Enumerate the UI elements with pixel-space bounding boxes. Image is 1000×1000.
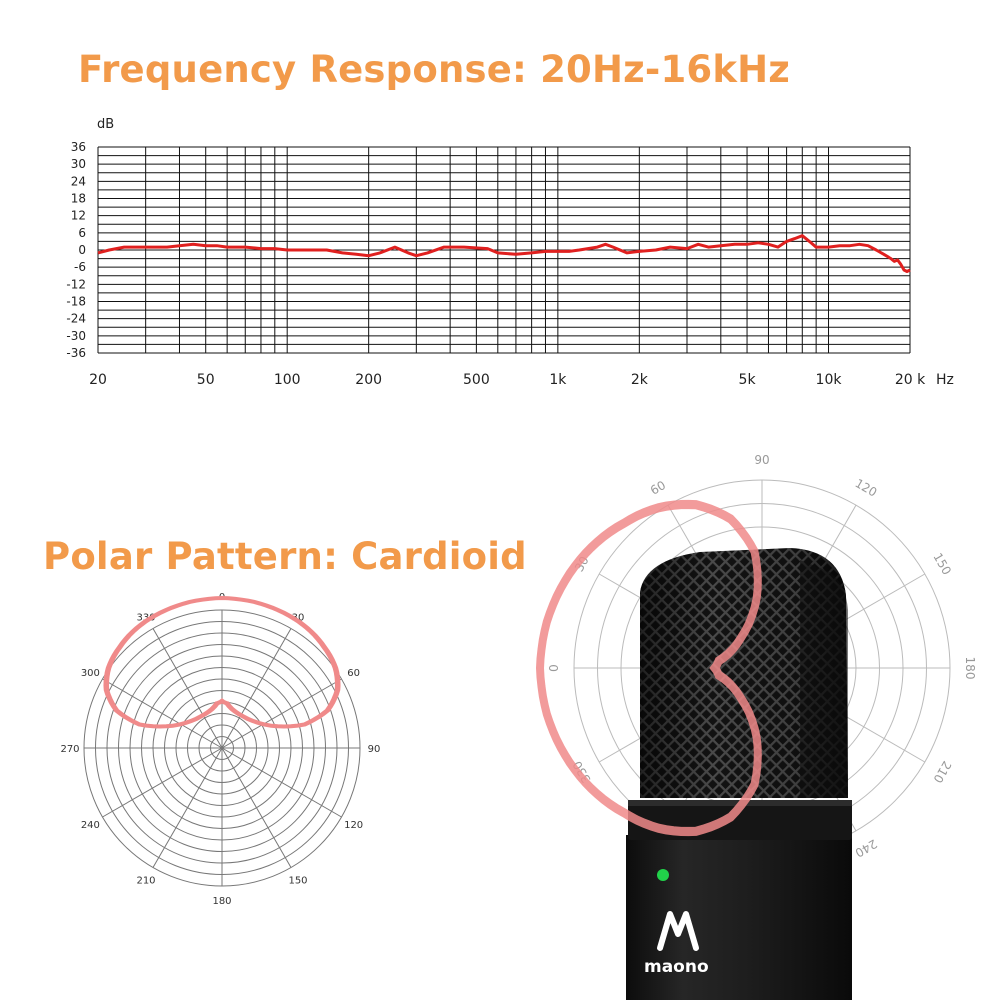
x-tick-label: 100 bbox=[274, 372, 301, 388]
y-tick-label: 0 bbox=[78, 243, 86, 257]
maono-logo: maono bbox=[644, 911, 709, 977]
frequency-response-headline: Frequency Response: 20Hz-16kHz bbox=[78, 48, 791, 91]
large-polar-angle-label: 90 bbox=[754, 453, 769, 467]
frequency-response-chart: dB Hz 36 30 24 18 12 6 0 -6 -12 -18 -24 -30 -36 20 50… bbox=[66, 117, 954, 388]
large-polar-angle-label: 120 bbox=[853, 476, 880, 500]
frequency-grid bbox=[97, 146, 911, 354]
y-tick-label: -24 bbox=[66, 312, 86, 326]
x-tick-labels: 20 50 100 200 500 1k 2k 5k 10k 20 k bbox=[89, 372, 926, 388]
y-tick-label: 30 bbox=[71, 157, 86, 171]
x-tick-label: 500 bbox=[463, 372, 490, 388]
x-tick-label: 10k bbox=[816, 372, 843, 388]
large-polar-angle-label: 60 bbox=[648, 478, 668, 498]
x-tick-label: 20 k bbox=[895, 372, 926, 388]
large-polar-angle-label: 240 bbox=[853, 836, 880, 860]
x-tick-label: 5k bbox=[739, 372, 757, 388]
y-tick-label: -12 bbox=[66, 277, 86, 291]
x-axis-unit: Hz bbox=[936, 372, 954, 388]
y-tick-label: -6 bbox=[74, 260, 86, 274]
large-polar-angle-label: 150 bbox=[930, 551, 954, 578]
status-led bbox=[657, 869, 669, 881]
polar-pattern-headline: Polar Pattern: Cardioid bbox=[43, 535, 527, 578]
response-curve bbox=[97, 234, 911, 273]
x-tick-label: 1k bbox=[549, 372, 567, 388]
y-tick-label: -18 bbox=[66, 295, 86, 309]
y-tick-label: 18 bbox=[71, 192, 86, 206]
y-tick-label: -30 bbox=[66, 329, 86, 343]
y-tick-label: -36 bbox=[66, 346, 86, 360]
y-axis-label: dB bbox=[97, 117, 114, 132]
y-tick-label: 12 bbox=[71, 209, 86, 223]
y-tick-labels: 36 30 24 18 12 6 0 -6 -12 -18 -24 -30 -36 bbox=[66, 140, 86, 360]
large-cardioid-curve bbox=[535, 499, 762, 837]
y-tick-label: 24 bbox=[71, 174, 86, 188]
large-polar-angle-label: 210 bbox=[930, 759, 954, 786]
microphone-body bbox=[626, 548, 852, 1000]
large-polar-angle-label: 0 bbox=[547, 664, 561, 672]
x-tick-label: 20 bbox=[89, 372, 107, 388]
y-tick-label: 36 bbox=[71, 140, 86, 154]
x-tick-label: 200 bbox=[355, 372, 382, 388]
x-tick-label: 50 bbox=[197, 372, 215, 388]
large-polar-angle-label: 180 bbox=[963, 657, 977, 680]
x-tick-label: 2k bbox=[631, 372, 649, 388]
y-tick-label: 6 bbox=[78, 226, 86, 240]
brand-logo-text: maono bbox=[644, 957, 709, 977]
